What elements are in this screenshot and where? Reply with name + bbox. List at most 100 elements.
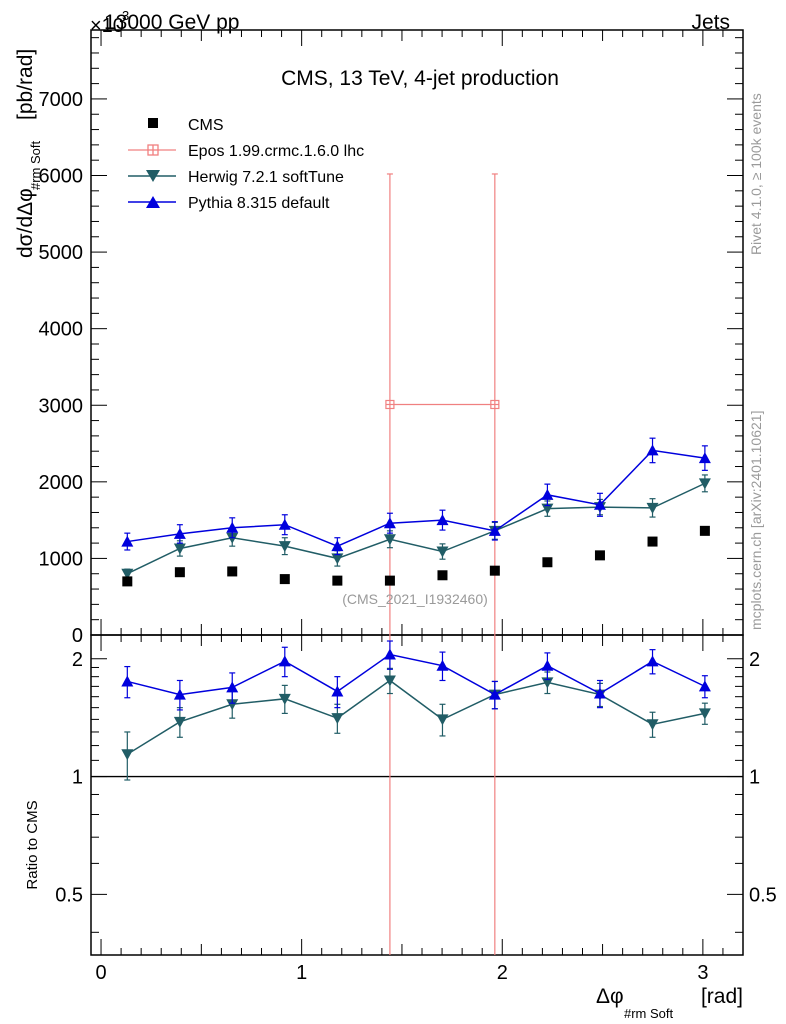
main-point-herwig xyxy=(383,534,396,546)
mcplots-label-group: mcplots.cern.ch [arXiv:2401.10621] xyxy=(748,411,764,630)
analysis-watermark: (CMS_2021_I1932460) xyxy=(342,591,488,607)
main-point-cms xyxy=(122,576,133,587)
main-point-herwig xyxy=(646,502,659,514)
ratio-y-tick-label-right: 0.5 xyxy=(749,884,777,906)
ratio-point-pythia xyxy=(331,685,344,697)
main-point-herwig xyxy=(121,568,134,580)
main-point-herwig xyxy=(278,541,291,553)
ratio-point-herwig xyxy=(173,716,186,728)
ratio-point-herwig xyxy=(646,719,659,731)
ratio-x-tick-label: 0 xyxy=(95,962,106,984)
ratio-point-herwig xyxy=(436,714,449,726)
main-y-axis-label-main: dσ/dΔφ xyxy=(14,188,37,258)
legend-label-pythia: Pythia 8.315 default xyxy=(188,195,330,212)
main-point-pythia xyxy=(646,444,659,456)
x-axis-label-sub: #rm Soft xyxy=(624,1006,674,1021)
main-point-pythia xyxy=(488,524,501,536)
ratio-point-pythia xyxy=(173,688,186,700)
main-line-pythia xyxy=(127,449,705,547)
ratio-point-pythia xyxy=(698,680,711,692)
main-point-herwig xyxy=(173,543,186,555)
main-point-cms xyxy=(647,536,658,547)
main-point-cms xyxy=(227,566,238,577)
ratio-data xyxy=(121,635,711,955)
main-y-axis-unit-group: [pb/rad] xyxy=(14,49,37,120)
ratio-point-pythia xyxy=(121,675,134,687)
main-point-cms xyxy=(332,575,343,586)
ratio-point-pythia xyxy=(383,648,396,660)
legend-label-epos: Epos 1.99.crmc.1.6.0 lhc xyxy=(188,143,364,160)
main-y-axis-label-sub-group: #rm Soft xyxy=(28,140,43,190)
ratio-point-pythia xyxy=(646,655,659,667)
ratio-y-tick-label: 2 xyxy=(72,649,83,671)
legend-marker-herwig xyxy=(146,170,160,182)
main-point-cms xyxy=(542,557,553,568)
legend-marker-cms xyxy=(148,118,158,128)
ratio-point-herwig xyxy=(541,677,554,689)
main-y-axis-label: dσ/dΔφ xyxy=(14,188,37,258)
main-point-pythia xyxy=(278,518,291,530)
main-point-pythia xyxy=(541,488,554,500)
main-y-tick-label: 3000 xyxy=(39,395,84,417)
ratio-y-tick-label-right: 1 xyxy=(749,767,760,789)
main-point-cms xyxy=(489,565,500,576)
main-point-pythia xyxy=(173,527,186,539)
legend-label-cms: CMS xyxy=(188,117,224,134)
ratio-line-herwig xyxy=(126,679,706,755)
rivet-label-group: Rivet 4.1.0, ≥ 100k events xyxy=(748,93,764,255)
main-point-pythia xyxy=(698,452,711,464)
main-y-tick-label: 4000 xyxy=(39,319,84,341)
main-y-tick-label: 1000 xyxy=(39,548,84,570)
ratio-point-herwig xyxy=(226,699,239,711)
ratio-point-herwig xyxy=(331,713,344,725)
main-y-tick-label: 7000 xyxy=(39,89,84,111)
main-line-herwig xyxy=(126,482,706,575)
ratio-y-axis-label-group: Ratio to CMS xyxy=(24,800,41,889)
header-exponent-prefix: ×10 xyxy=(90,15,124,37)
main-y-tick-label: 0 xyxy=(72,625,83,647)
main-point-cms xyxy=(384,575,395,586)
header-exponent: 3 xyxy=(122,8,129,23)
main-point-herwig xyxy=(541,503,554,515)
main-point-cms xyxy=(594,550,605,561)
main-axes: 0 1000 2000 3000 4000 5000 6000 7000 xyxy=(39,30,744,647)
ratio-point-herwig xyxy=(383,675,396,687)
ratio-point-herwig xyxy=(121,749,134,761)
header-energy-label: 13000 GeV pp xyxy=(104,11,239,34)
main-y-tick-label: 6000 xyxy=(39,166,84,188)
ratio-point-pythia xyxy=(593,687,606,699)
ratio-point-herwig xyxy=(698,708,711,720)
main-point-pythia xyxy=(121,535,134,547)
main-point-herwig xyxy=(436,546,449,558)
main-point-herwig xyxy=(698,478,711,490)
main-y-tick-label: 2000 xyxy=(39,472,84,494)
main-point-pythia xyxy=(383,517,396,529)
ratio-point-pythia xyxy=(541,659,554,671)
main-point-pythia xyxy=(226,521,239,533)
main-point-pythia xyxy=(593,498,606,510)
main-point-herwig xyxy=(331,553,344,565)
ratio-point-pythia xyxy=(226,681,239,693)
main-y-axis-label-sub: #rm Soft xyxy=(28,140,43,190)
mcplots-label: mcplots.cern.ch [arXiv:2401.10621] xyxy=(748,411,764,630)
main-y-tick-label: 5000 xyxy=(39,242,84,264)
ratio-y-axis-label: Ratio to CMS xyxy=(24,800,41,889)
rivet-label: Rivet 4.1.0, ≥ 100k events xyxy=(748,93,764,255)
main-point-cms xyxy=(437,570,448,581)
header-process-label: Jets xyxy=(691,11,730,34)
x-axis-label-unit: [rad] xyxy=(701,985,743,1008)
chart-title: CMS, 13 TeV, 4-jet production xyxy=(281,67,559,90)
ratio-x-tick-label: 2 xyxy=(497,962,508,984)
ratio-line-pythia xyxy=(127,653,706,696)
ratio-point-herwig xyxy=(278,693,291,705)
ratio-point-pythia xyxy=(488,688,501,700)
ratio-x-tick-label: 1 xyxy=(296,962,307,984)
ratio-x-tick-label: 3 xyxy=(697,962,708,984)
legend: CMS Epos 1.99.crmc.1.6.0 lhc Herwig 7.2.… xyxy=(128,117,364,212)
main-y-axis-unit: [pb/rad] xyxy=(14,49,37,120)
ratio-point-pythia xyxy=(278,655,291,667)
ratio-y-tick-label: 0.5 xyxy=(55,884,83,906)
legend-label-herwig: Herwig 7.2.1 softTune xyxy=(188,169,344,186)
legend-marker-epos xyxy=(147,144,159,156)
